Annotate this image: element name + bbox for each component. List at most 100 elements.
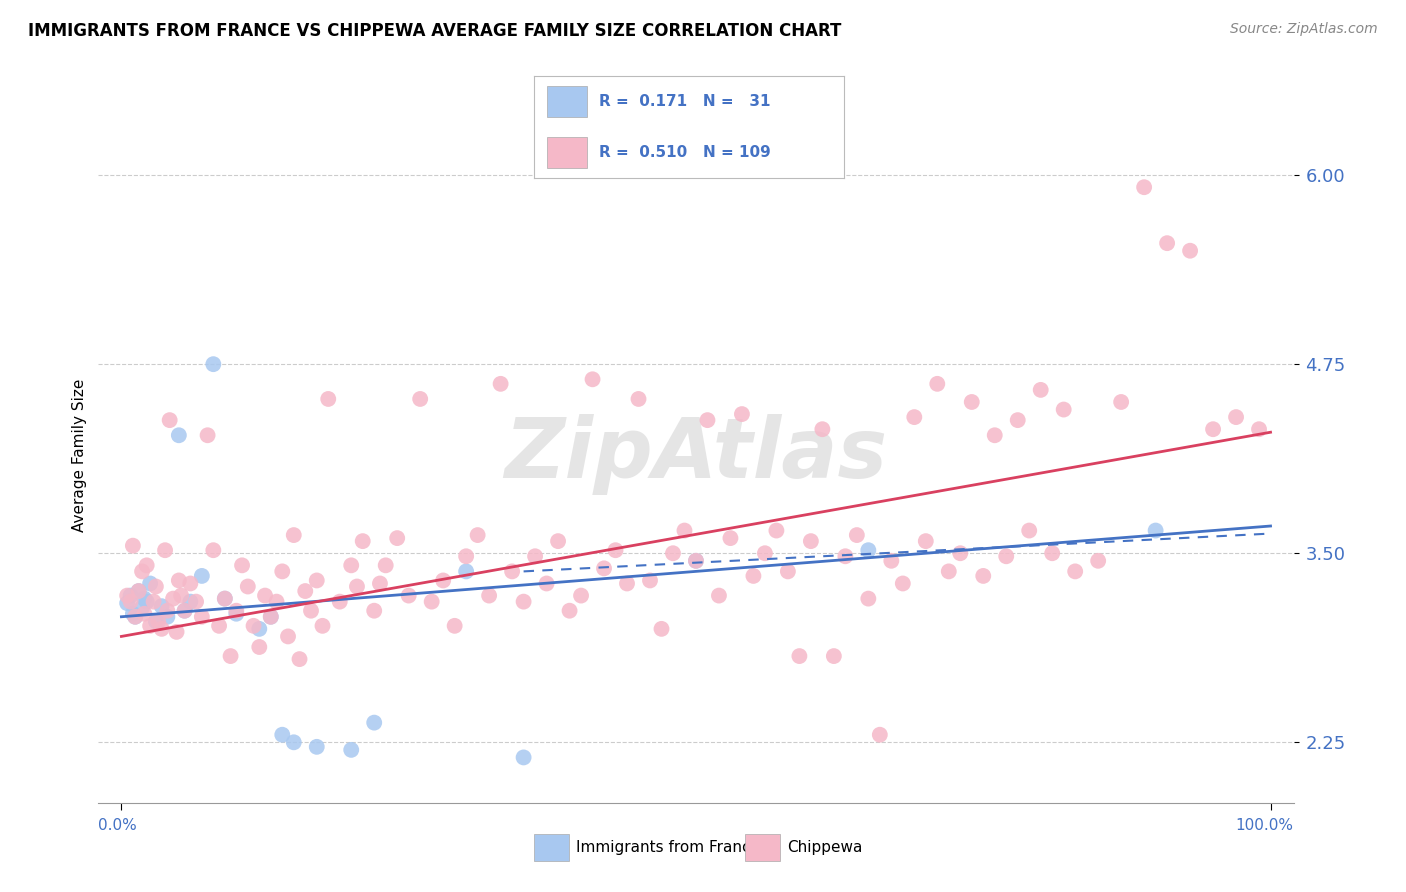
Point	[662, 546, 685, 560]
Point	[823, 649, 845, 664]
Point	[742, 569, 765, 583]
Point	[524, 549, 547, 564]
Point	[1029, 383, 1052, 397]
Point	[173, 604, 195, 618]
Point	[128, 584, 150, 599]
Point	[363, 604, 385, 618]
Point	[696, 413, 718, 427]
Point	[329, 594, 352, 608]
Point	[385, 531, 409, 545]
Point	[616, 576, 638, 591]
Point	[409, 392, 432, 406]
Point	[162, 591, 184, 606]
Point	[225, 607, 247, 621]
Point	[299, 604, 322, 618]
Point	[225, 604, 247, 618]
Point	[142, 594, 165, 608]
Point	[288, 652, 311, 666]
Point	[311, 619, 333, 633]
Point	[1109, 395, 1132, 409]
Point	[167, 428, 190, 442]
Point	[845, 528, 868, 542]
Point	[139, 576, 162, 591]
Point	[707, 589, 730, 603]
Point	[638, 574, 661, 588]
Point	[558, 604, 581, 618]
Point	[247, 640, 270, 654]
Text: R =  0.171   N =   31: R = 0.171 N = 31	[599, 94, 770, 109]
Point	[150, 622, 173, 636]
Point	[914, 534, 936, 549]
Point	[1156, 236, 1178, 251]
Text: 0.0%: 0.0%	[98, 818, 138, 832]
Point	[115, 589, 138, 603]
Point	[1053, 402, 1076, 417]
Point	[673, 524, 696, 538]
Point	[960, 395, 983, 409]
Text: 100.0%: 100.0%	[1236, 818, 1294, 832]
Point	[432, 574, 454, 588]
Point	[1144, 524, 1167, 538]
Point	[1202, 422, 1225, 436]
Point	[536, 576, 558, 591]
Point	[124, 609, 146, 624]
Point	[569, 589, 592, 603]
Point	[456, 565, 478, 579]
Point	[776, 565, 799, 579]
Text: Immigrants from France: Immigrants from France	[576, 840, 761, 855]
Point	[167, 574, 190, 588]
Point	[547, 534, 569, 549]
Point	[858, 543, 880, 558]
Point	[134, 591, 156, 606]
Point	[346, 580, 368, 594]
Point	[880, 554, 903, 568]
Point	[581, 372, 603, 386]
Point	[995, 549, 1018, 564]
Point	[184, 594, 207, 608]
Point	[271, 565, 294, 579]
Point	[869, 728, 891, 742]
Point	[202, 357, 225, 371]
Point	[398, 589, 420, 603]
Point	[765, 524, 787, 538]
Point	[1247, 422, 1270, 436]
Point	[305, 739, 328, 754]
Point	[208, 619, 231, 633]
Point	[443, 619, 465, 633]
Point	[283, 528, 305, 542]
Point	[1225, 410, 1247, 425]
Text: Chippewa: Chippewa	[787, 840, 863, 855]
Point	[131, 565, 153, 579]
Point	[605, 543, 627, 558]
Point	[120, 589, 142, 603]
Point	[260, 609, 283, 624]
Point	[352, 534, 374, 549]
Point	[150, 599, 173, 614]
Point	[789, 649, 811, 664]
Point	[148, 615, 170, 629]
Point	[972, 569, 994, 583]
Point	[938, 565, 960, 579]
Point	[122, 607, 145, 621]
Point	[242, 619, 264, 633]
Point	[134, 607, 156, 621]
Point	[927, 376, 949, 391]
Point	[128, 584, 150, 599]
Point	[124, 609, 146, 624]
Point	[754, 546, 776, 560]
Text: Source: ZipAtlas.com: Source: ZipAtlas.com	[1230, 22, 1378, 37]
Point	[720, 531, 742, 545]
Point	[731, 407, 754, 421]
Point	[120, 594, 142, 608]
Point	[214, 591, 236, 606]
Point	[340, 743, 363, 757]
Point	[122, 539, 145, 553]
Point	[191, 569, 214, 583]
Point	[135, 558, 157, 573]
Point	[260, 609, 283, 624]
Point	[271, 728, 294, 742]
Point	[685, 554, 707, 568]
Text: ZipAtlas: ZipAtlas	[505, 415, 887, 495]
FancyBboxPatch shape	[547, 137, 586, 168]
Point	[166, 624, 188, 639]
